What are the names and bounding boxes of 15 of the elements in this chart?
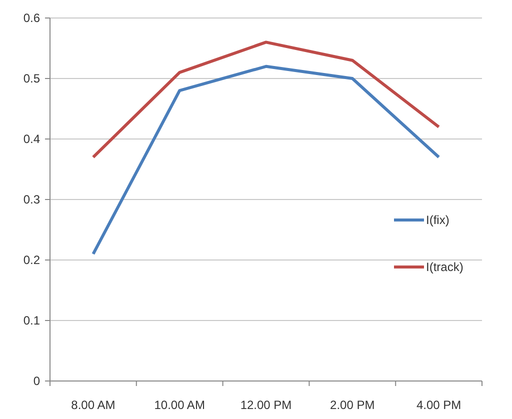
y-tick-label: 0.6	[23, 11, 40, 26]
y-tick-label: 0	[33, 374, 40, 388]
y-tick-label: 0.3	[23, 192, 40, 207]
y-tick-label: 0.1	[23, 314, 40, 328]
x-tick-label: 2.00 PM	[330, 398, 375, 412]
legend-label: I(track)	[426, 260, 464, 274]
y-tick-label: 0.2	[23, 253, 40, 268]
y-tick-label: 0.4	[23, 132, 40, 146]
line-series	[92, 40, 440, 159]
x-tick-label: 8.00 AM	[71, 398, 116, 412]
x-tick-label: 10.00 AM	[154, 398, 205, 412]
legend-label: I(fix)	[426, 213, 450, 228]
y-tick-label: 0.5	[23, 72, 40, 86]
x-tick-label: 4.00 PM	[416, 398, 462, 412]
x-tick-label: 12.00 PM	[240, 398, 292, 412]
